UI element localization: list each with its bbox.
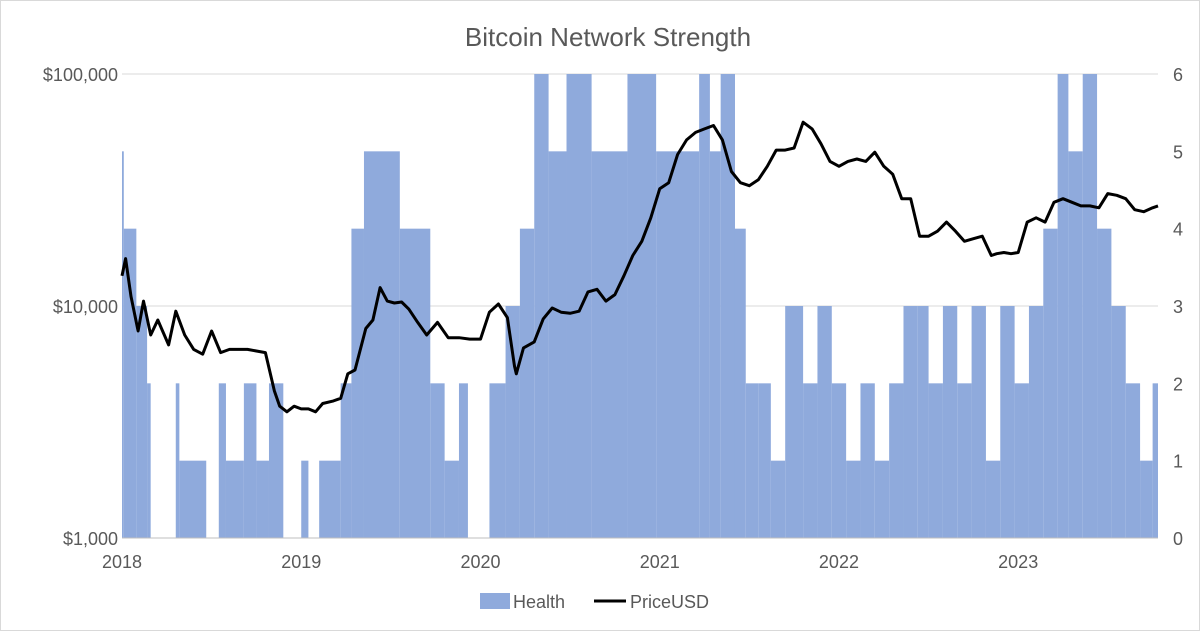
legend-label-price: PriceUSD bbox=[630, 592, 709, 612]
legend-label-health: Health bbox=[513, 592, 565, 612]
health-column-32 bbox=[627, 74, 657, 538]
health-column-20 bbox=[399, 228, 431, 538]
health-column-6 bbox=[179, 460, 207, 538]
health-column-23 bbox=[458, 383, 468, 538]
x-tick-label: 2023 bbox=[998, 552, 1038, 572]
x-tick-label: 2021 bbox=[640, 552, 680, 572]
health-column-61 bbox=[1068, 151, 1083, 539]
health-column-52 bbox=[942, 306, 958, 538]
health-column-29 bbox=[548, 151, 567, 539]
health-column-46 bbox=[860, 383, 875, 538]
health-column-64 bbox=[1111, 306, 1126, 538]
health-column-14 bbox=[301, 460, 309, 538]
axes: $1,000 $10,000 $100,000 0 1 2 3 4 5 6 2018 2019 2020… bbox=[43, 65, 1183, 572]
health-column-38 bbox=[745, 383, 759, 538]
legend: Health PriceUSD bbox=[480, 592, 709, 612]
health-column-25 bbox=[489, 383, 506, 538]
left-tick-label: $10,000 bbox=[53, 297, 118, 317]
health-column-9 bbox=[225, 460, 244, 538]
health-column-60 bbox=[1057, 74, 1069, 538]
health-column-34 bbox=[699, 74, 710, 538]
right-tick-label: 6 bbox=[1173, 65, 1183, 85]
price-usd-line bbox=[120, 120, 1159, 414]
health-column-49 bbox=[903, 306, 918, 538]
health-column-45 bbox=[846, 460, 861, 538]
health-column-37 bbox=[734, 228, 746, 538]
health-column-40 bbox=[770, 460, 786, 538]
health-column-44 bbox=[831, 383, 847, 538]
x-tick-label: 2022 bbox=[819, 552, 859, 572]
health-column-16 bbox=[319, 460, 341, 538]
health-column-11 bbox=[256, 460, 269, 538]
right-tick-label: 5 bbox=[1173, 142, 1183, 162]
health-column-0 bbox=[122, 151, 124, 539]
health-column-1 bbox=[123, 228, 137, 538]
health-column-50 bbox=[917, 306, 929, 538]
health-column-12 bbox=[268, 383, 284, 538]
legend-swatch-health bbox=[480, 593, 510, 609]
health-column-41 bbox=[785, 306, 804, 538]
health-column-55 bbox=[985, 460, 1001, 538]
health-column-63 bbox=[1097, 228, 1112, 538]
right-tick-label: 0 bbox=[1173, 529, 1183, 549]
left-tick-label: $1,000 bbox=[63, 529, 118, 549]
x-tick-label: 2019 bbox=[281, 552, 321, 572]
health-column-21 bbox=[430, 383, 445, 538]
health-columns bbox=[122, 74, 1158, 539]
health-column-33 bbox=[656, 151, 700, 539]
health-column-36 bbox=[720, 74, 735, 538]
left-tick-label: $100,000 bbox=[43, 65, 118, 85]
health-column-62 bbox=[1082, 74, 1098, 538]
health-column-3 bbox=[147, 383, 151, 538]
health-column-8 bbox=[218, 383, 226, 538]
health-column-19 bbox=[363, 151, 400, 539]
right-tick-label: 1 bbox=[1173, 452, 1183, 472]
health-column-42 bbox=[803, 383, 818, 538]
health-column-30 bbox=[566, 74, 592, 538]
health-column-31 bbox=[591, 151, 628, 539]
health-column-39 bbox=[758, 383, 771, 538]
right-tick-label: 2 bbox=[1173, 374, 1183, 394]
health-column-51 bbox=[928, 383, 943, 538]
health-column-17 bbox=[340, 383, 352, 538]
health-column-59 bbox=[1043, 228, 1058, 538]
health-column-53 bbox=[957, 383, 972, 538]
health-column-10 bbox=[243, 383, 257, 538]
x-tick-label: 2020 bbox=[460, 552, 500, 572]
price-line bbox=[120, 120, 1159, 414]
health-column-65 bbox=[1125, 383, 1141, 538]
right-tick-label: 4 bbox=[1173, 220, 1183, 240]
health-column-54 bbox=[971, 306, 986, 538]
health-column-5 bbox=[175, 383, 180, 538]
chart-title: Bitcoin Network Strength bbox=[465, 22, 751, 52]
health-column-47 bbox=[874, 460, 890, 538]
health-column-43 bbox=[817, 306, 832, 538]
health-column-2 bbox=[136, 306, 148, 538]
health-column-66 bbox=[1140, 460, 1153, 538]
right-tick-label: 3 bbox=[1173, 297, 1183, 317]
health-column-26 bbox=[505, 306, 520, 538]
health-column-27 bbox=[519, 228, 535, 538]
health-column-28 bbox=[534, 74, 549, 538]
health-column-22 bbox=[444, 460, 459, 538]
health-column-18 bbox=[351, 228, 364, 538]
x-tick-label: 2018 bbox=[102, 552, 142, 572]
health-column-67 bbox=[1152, 383, 1158, 538]
health-column-57 bbox=[1014, 383, 1029, 538]
health-column-58 bbox=[1028, 306, 1044, 538]
health-column-56 bbox=[1000, 306, 1015, 538]
health-column-48 bbox=[889, 383, 904, 538]
health-column-35 bbox=[709, 151, 721, 539]
